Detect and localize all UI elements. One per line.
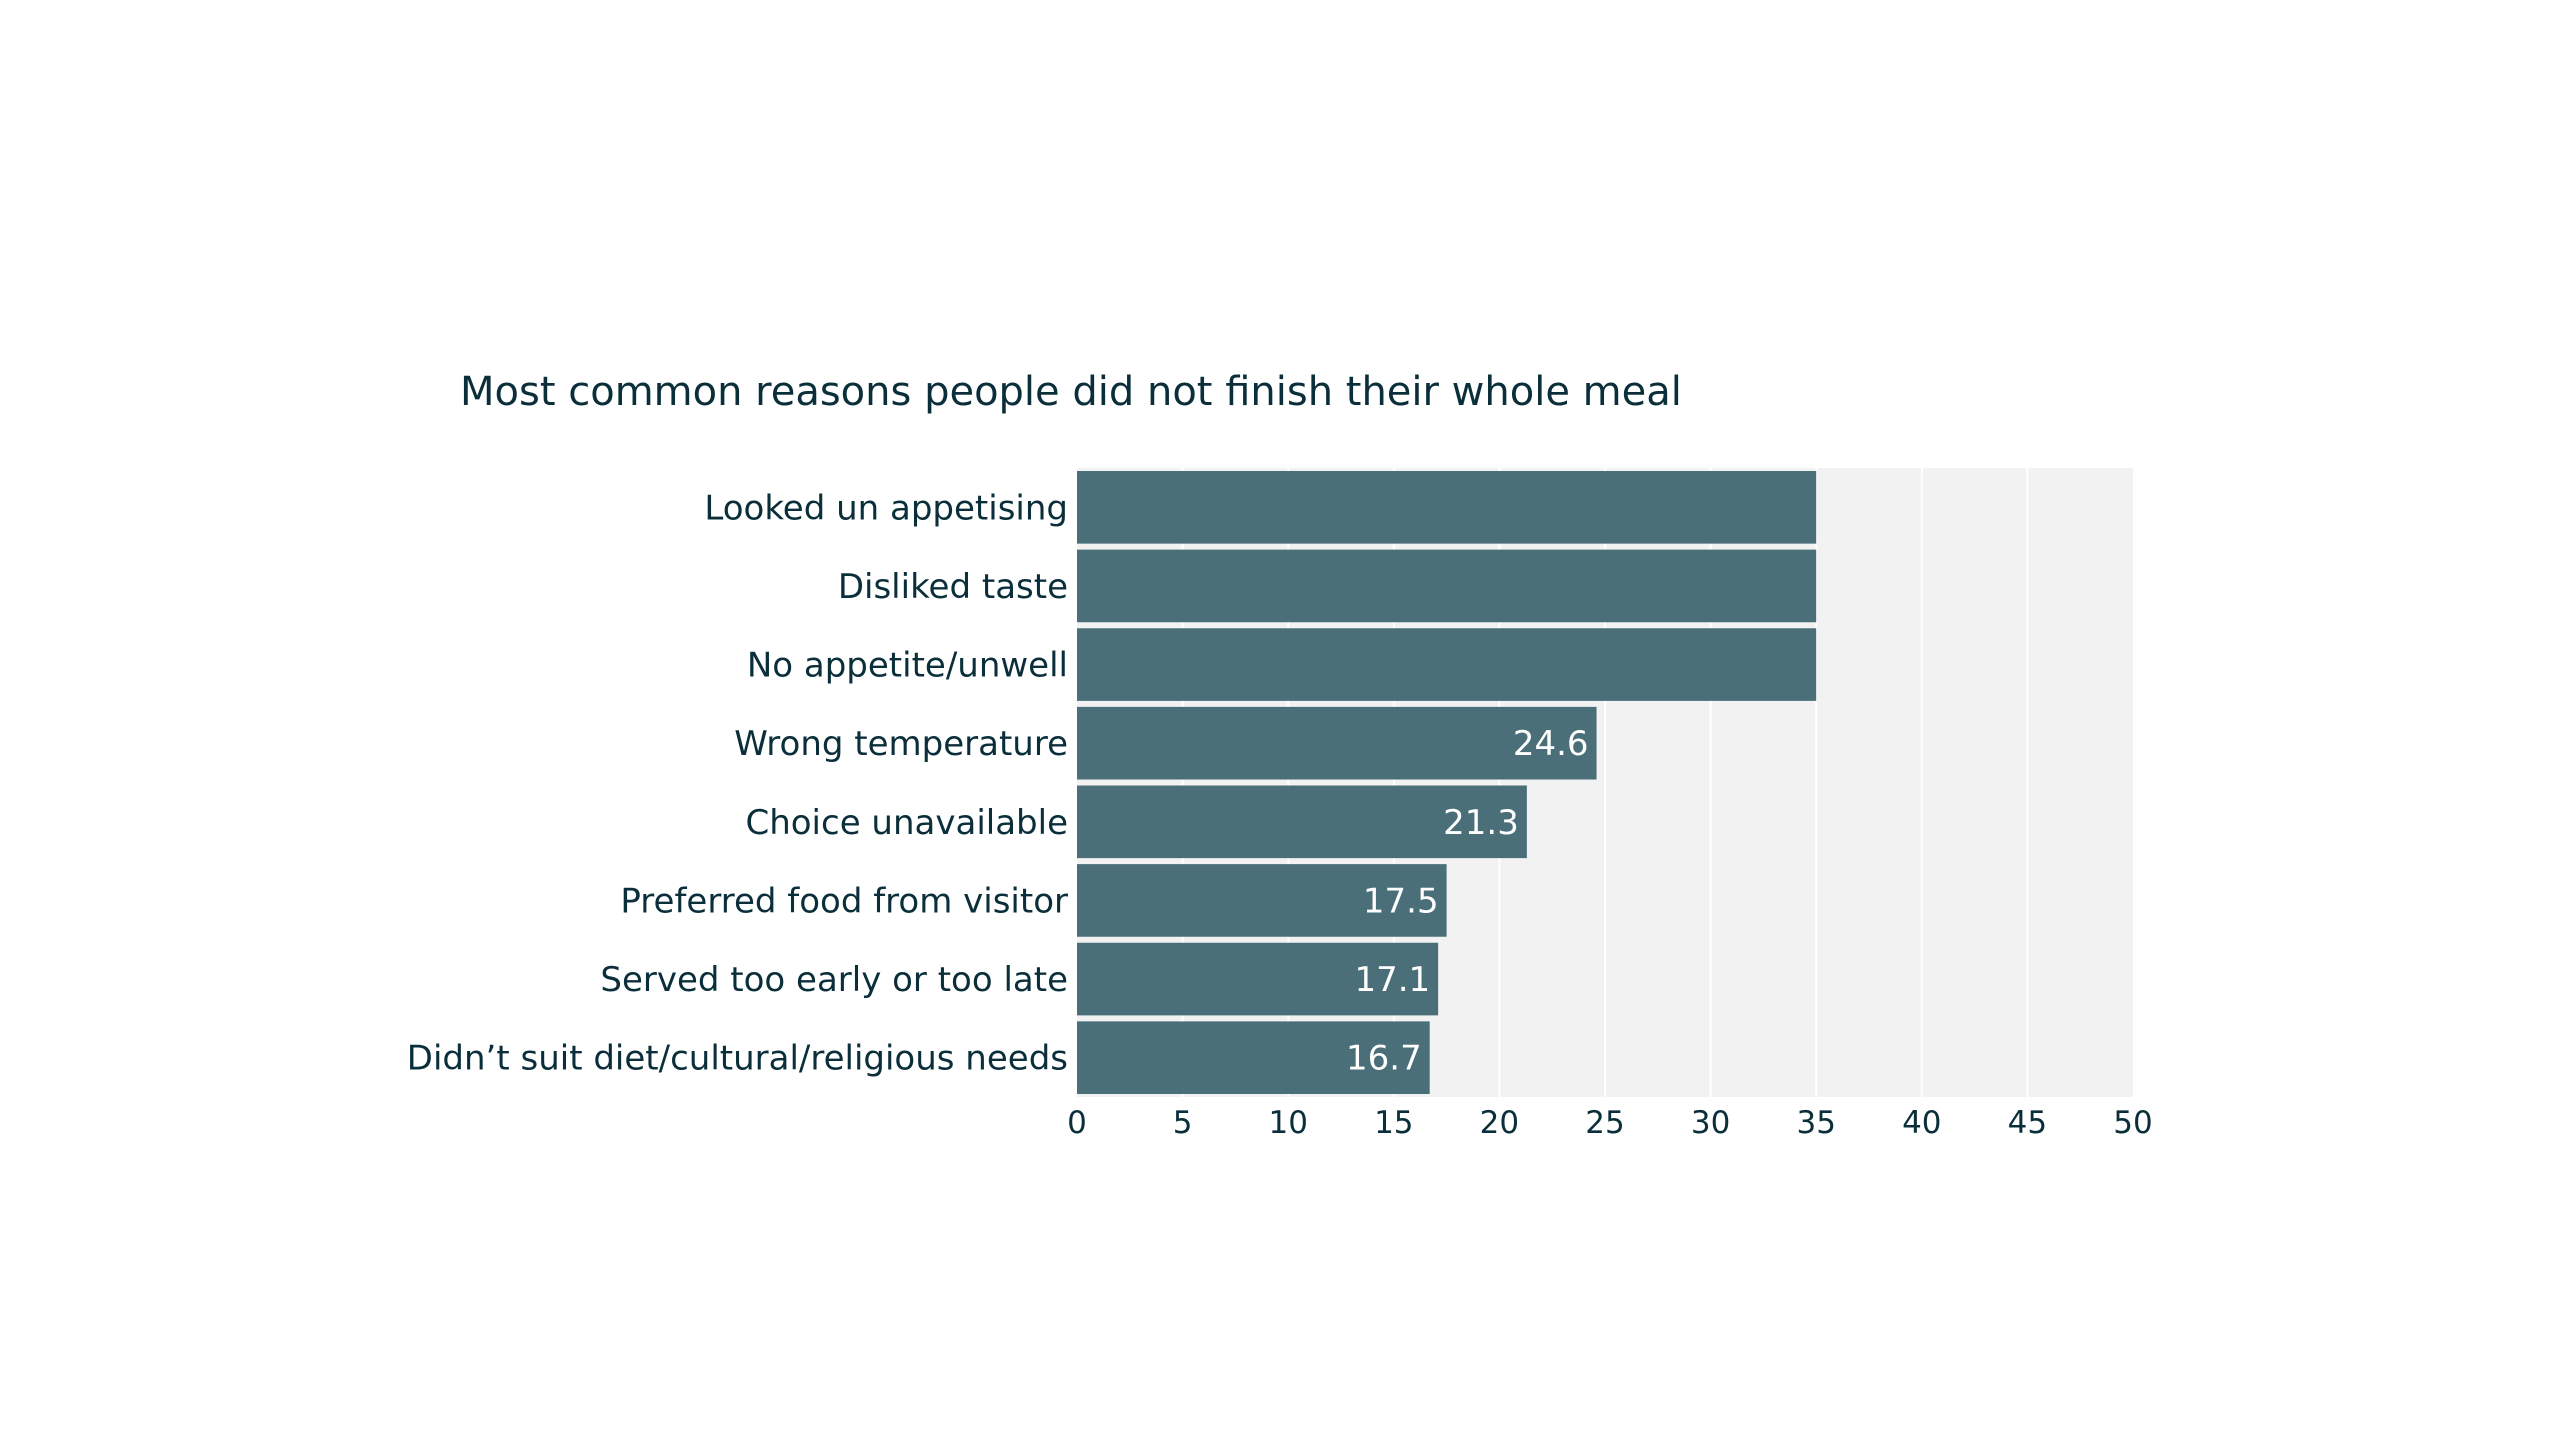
x-tick-label: 35 bbox=[1796, 1105, 1835, 1141]
x-tick-label: 50 bbox=[2113, 1105, 2152, 1141]
data-label: 16.7 bbox=[1346, 1039, 1422, 1079]
x-tick-label: 5 bbox=[1173, 1105, 1193, 1141]
chart-title: Most common reasons people did not finis… bbox=[460, 369, 1682, 415]
bar bbox=[1077, 549, 1817, 623]
x-tick-label: 25 bbox=[1585, 1105, 1624, 1141]
category-label: Looked un appetising bbox=[704, 488, 1068, 528]
data-label: 17.5 bbox=[1363, 881, 1439, 921]
category-label: Served too early or too late bbox=[600, 960, 1068, 1000]
category-label: Didn’t suit diet/cultural/religious need… bbox=[407, 1039, 1068, 1079]
x-tick-label: 0 bbox=[1067, 1105, 1087, 1141]
data-labels: 24.6 21.317.5 17.1 16.7 bbox=[1346, 724, 1589, 1079]
category-label: Choice unavailable bbox=[745, 803, 1068, 843]
x-tick-label: 40 bbox=[1902, 1105, 1941, 1141]
bars bbox=[1077, 471, 1817, 1094]
bar bbox=[1077, 706, 1597, 780]
category-label: Disliked taste bbox=[838, 567, 1068, 607]
bar bbox=[1077, 471, 1817, 544]
x-tick-label: 45 bbox=[2008, 1105, 2047, 1141]
category-label: No appetite/unwell bbox=[747, 646, 1068, 686]
category-labels: Looked un appetising Disliked taste No app… bbox=[407, 488, 1068, 1078]
x-tick-label: 30 bbox=[1691, 1105, 1730, 1141]
bar bbox=[1077, 942, 1439, 1016]
x-tick-label: 20 bbox=[1480, 1105, 1519, 1141]
bar bbox=[1077, 864, 1447, 937]
data-label: 17.1 bbox=[1354, 960, 1430, 1000]
data-label: 21.3 bbox=[1443, 803, 1519, 843]
x-tick-label: 10 bbox=[1268, 1105, 1307, 1141]
category-label: Wrong temperature bbox=[734, 724, 1068, 764]
x-axis-tick-labels: 0 5 10 15 20 25 30 35 40 45 50 bbox=[1067, 1105, 2153, 1141]
bar bbox=[1077, 628, 1817, 701]
bar bbox=[1077, 1021, 1430, 1094]
bar bbox=[1077, 785, 1527, 859]
data-label: 24.6 bbox=[1513, 724, 1589, 764]
x-tick-label: 15 bbox=[1374, 1105, 1413, 1141]
category-label: Preferred food from visitor bbox=[620, 881, 1068, 921]
